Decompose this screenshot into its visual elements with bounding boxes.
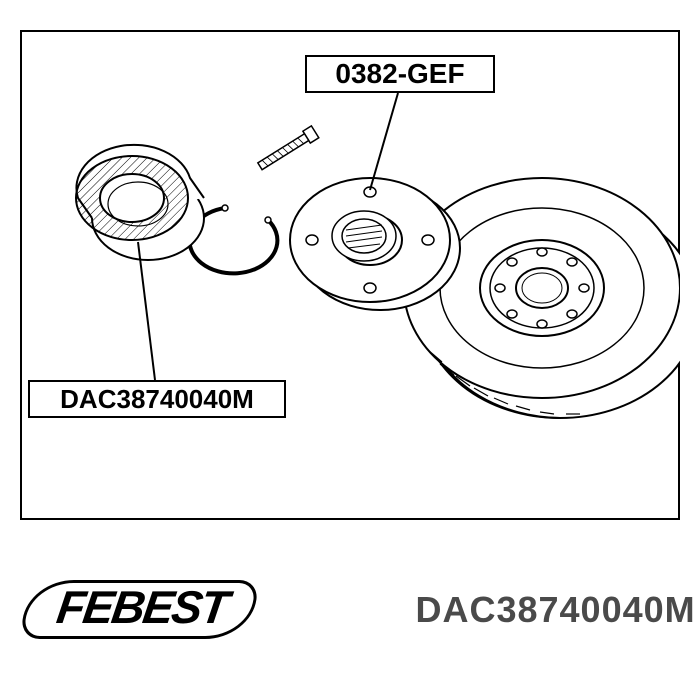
label-hub-flange-text: 0382-GEF bbox=[335, 58, 464, 90]
leader-top bbox=[370, 93, 398, 190]
hub-flange bbox=[290, 178, 460, 310]
label-bearing: DAC38740040M bbox=[28, 380, 286, 418]
footer: FEBEST DAC38740040M bbox=[24, 580, 696, 639]
label-hub-flange: 0382-GEF bbox=[305, 55, 495, 93]
wheel-bearing bbox=[76, 145, 204, 260]
diagram-svg bbox=[20, 30, 680, 520]
bolt bbox=[256, 126, 319, 172]
brand-logo: FEBEST bbox=[20, 580, 260, 639]
label-bearing-text: DAC38740040M bbox=[60, 384, 254, 415]
leader-bottom bbox=[138, 242, 155, 380]
part-number: DAC38740040M bbox=[415, 589, 695, 631]
